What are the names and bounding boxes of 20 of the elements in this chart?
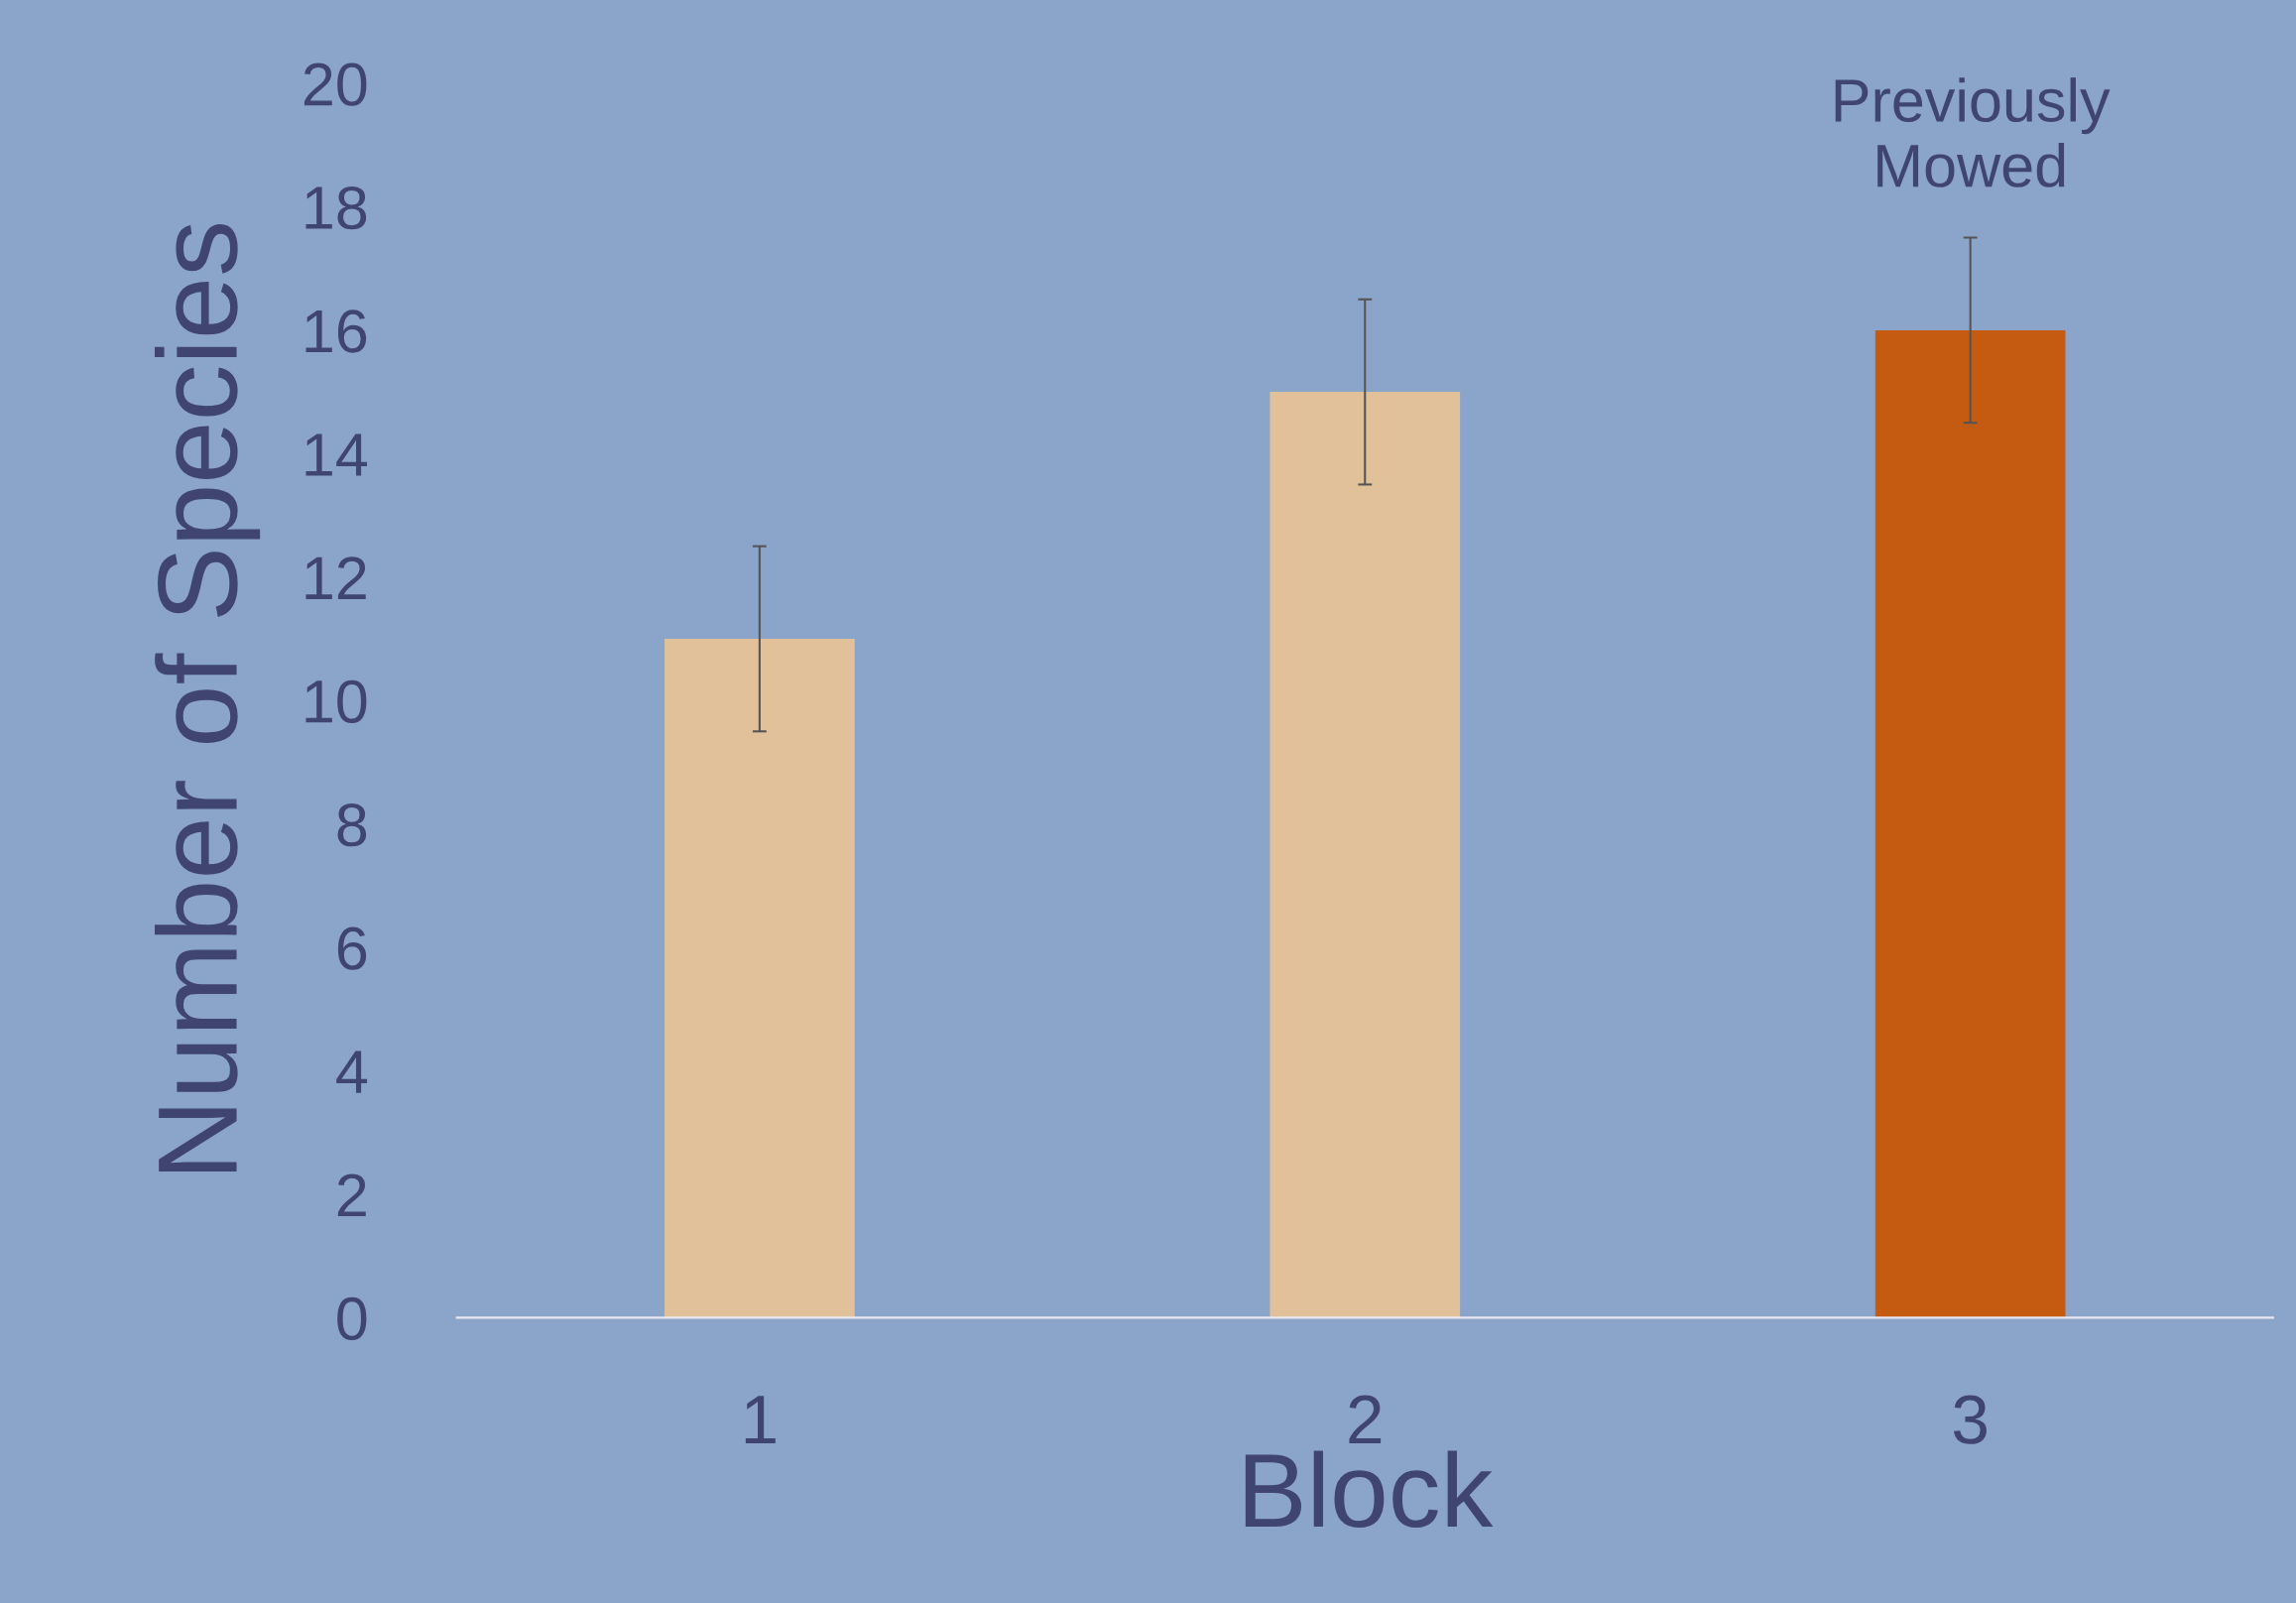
y-tick-label: 16 xyxy=(305,309,367,353)
y-tick-label: 18 xyxy=(305,185,367,230)
y-tick-label: 8 xyxy=(337,803,367,847)
y-tick-label: 20 xyxy=(303,62,367,106)
y-tick-label: 6 xyxy=(337,926,367,970)
bar xyxy=(1269,392,1461,1318)
x-tick-label: 1 xyxy=(745,1396,776,1444)
x-axis-title: Block xyxy=(1245,1450,1494,1529)
y-axis-title: Number of Species xyxy=(155,224,261,1172)
bar xyxy=(1874,329,2066,1318)
y-tick-label: 0 xyxy=(337,1296,367,1341)
annotation: Previously Mowed xyxy=(1835,77,2111,187)
y-tick-label: 14 xyxy=(305,433,368,476)
x-tick-label: 3 xyxy=(1953,1395,1987,1444)
y-tick-label: 10 xyxy=(305,679,367,723)
y-tick-label: 12 xyxy=(305,556,366,599)
y-tick-label: 2 xyxy=(337,1173,366,1217)
bar xyxy=(665,638,855,1318)
y-tick-label: 4 xyxy=(336,1050,368,1093)
x-tick-label: 2 xyxy=(1349,1395,1382,1444)
